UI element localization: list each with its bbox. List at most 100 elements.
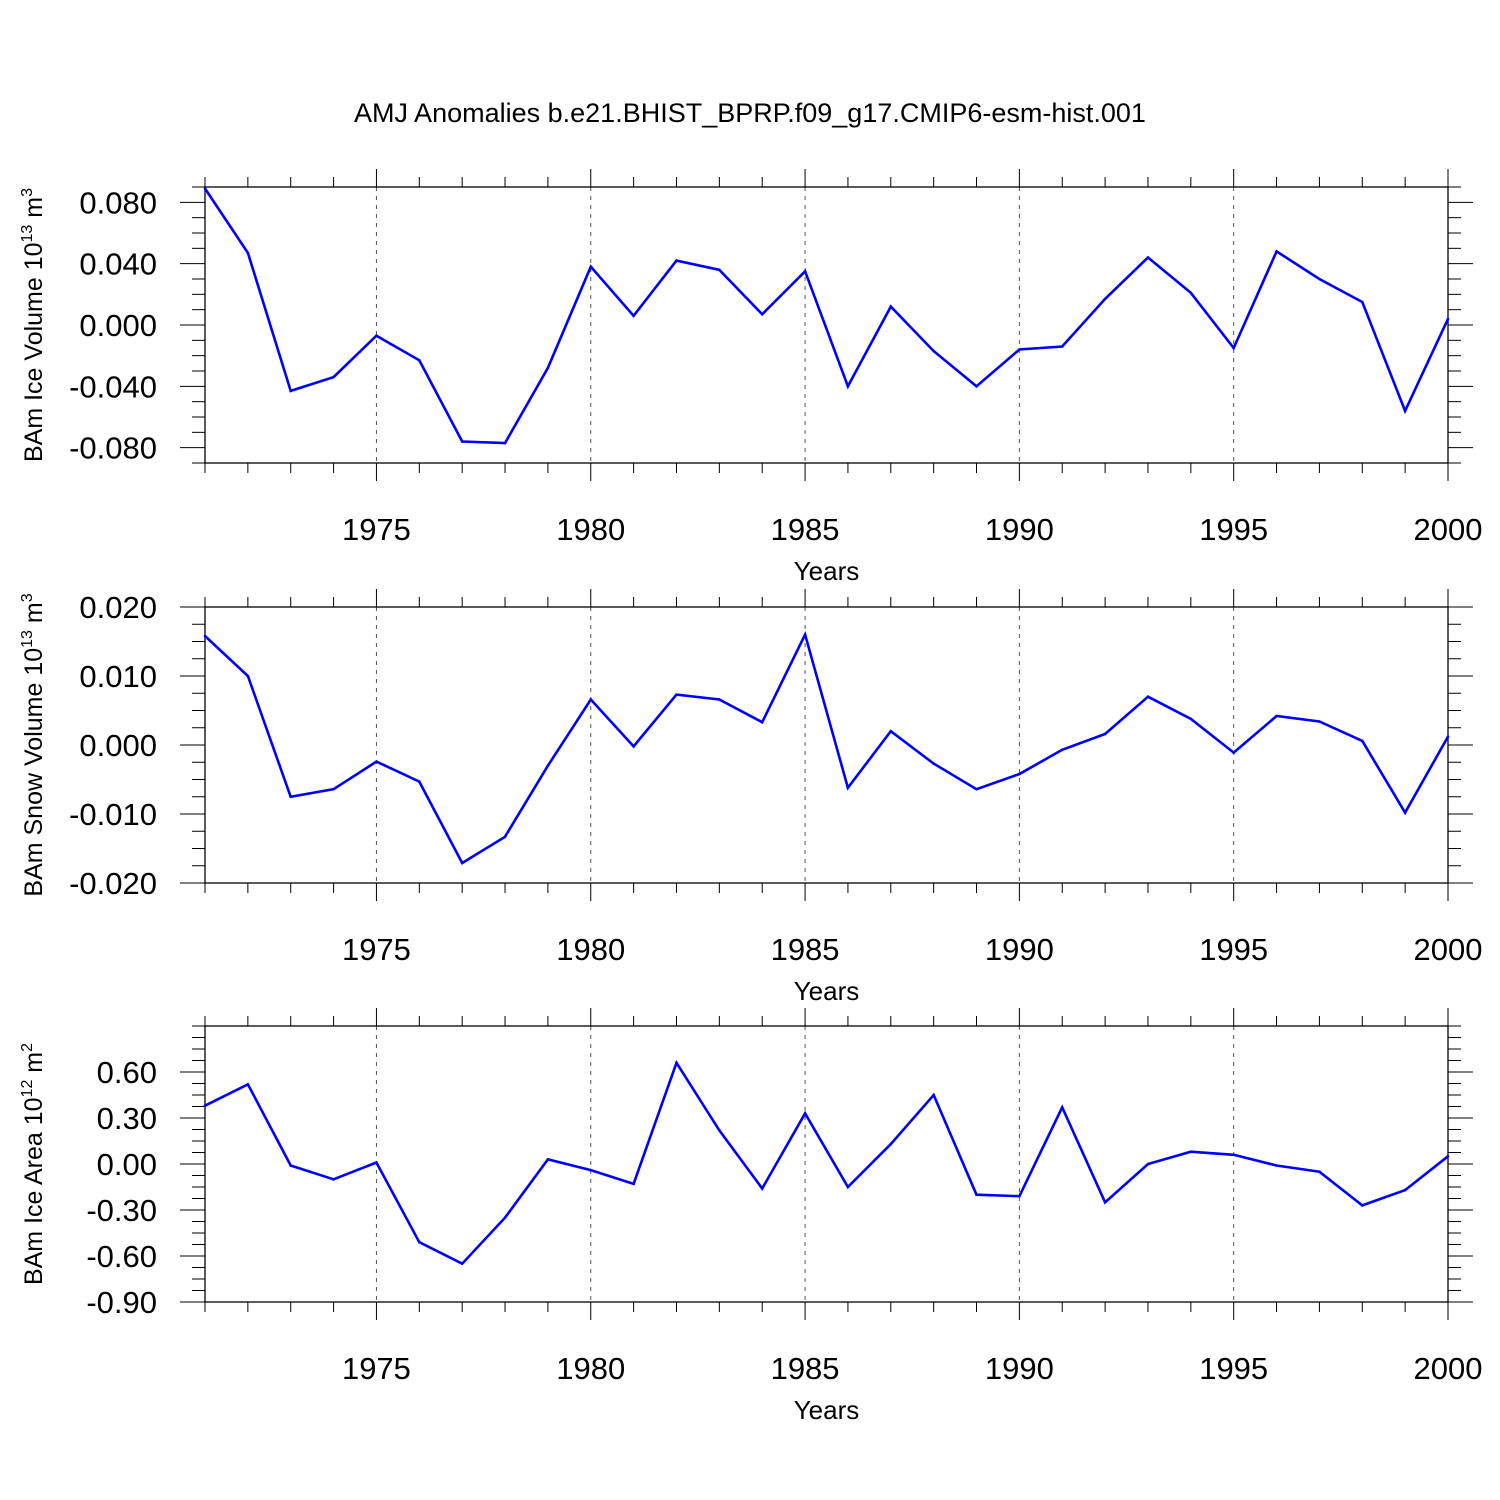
data-point <box>1103 1201 1107 1204</box>
plot-frame <box>204 1025 1449 1303</box>
data-point <box>332 1178 335 1181</box>
data-point <box>460 1262 464 1265</box>
data-point <box>1060 1105 1064 1109</box>
data-point <box>1146 695 1150 698</box>
data-point <box>503 835 507 839</box>
chart-panel-2: 1975 1980 1985 1990 1995 2000 Years -0.020 -0.01… <box>19 589 1482 1006</box>
x-tick-label: 1980 <box>556 512 625 547</box>
data-point <box>632 745 635 748</box>
x-tick-label: 1985 <box>771 512 840 547</box>
data-point <box>803 270 807 273</box>
data-point <box>975 385 978 388</box>
data-point <box>932 1093 935 1097</box>
data-point <box>503 1216 507 1219</box>
x-tick-label: 1980 <box>556 1351 625 1386</box>
data-point <box>332 375 335 379</box>
data-point <box>246 674 250 678</box>
data-point <box>1403 811 1407 814</box>
data-point <box>1446 1155 1450 1158</box>
data-point <box>289 795 293 799</box>
y-axis-label-part: m <box>20 197 48 225</box>
data-point <box>375 334 378 338</box>
data-point <box>675 693 678 696</box>
y-axis-label-part: BAm Ice Volume 10 <box>20 242 48 462</box>
data-point <box>675 259 678 262</box>
data-point <box>1018 772 1021 776</box>
data-point <box>1232 1153 1235 1157</box>
data-point <box>803 1112 807 1115</box>
y-tick-label: -0.080 <box>69 431 157 466</box>
y-tick-label: 0.040 <box>79 247 157 282</box>
data-point <box>1189 1150 1193 1154</box>
data-point <box>375 1161 378 1164</box>
data-point <box>632 1182 635 1186</box>
data-point <box>846 1185 850 1189</box>
y-tick-label: 0.60 <box>97 1055 157 1090</box>
data-point <box>718 1128 721 1132</box>
data-point <box>375 760 378 763</box>
data-point <box>889 1142 893 1146</box>
data-point <box>1446 735 1450 739</box>
y-tick-label: 0.30 <box>97 1101 157 1136</box>
data-point <box>1103 732 1107 736</box>
x-tick-label: 1990 <box>985 512 1054 547</box>
y-tick-label: -0.90 <box>86 1285 157 1320</box>
y-tick-label: -0.60 <box>86 1239 157 1274</box>
x-tick-label: 2000 <box>1414 1351 1483 1386</box>
chart-panel-3: 1975 1980 1985 1990 1995 2000 Years -0.90 -0.60 -… <box>19 1008 1482 1425</box>
data-point <box>1018 348 1021 351</box>
data-point <box>846 786 850 790</box>
x-tick-label: 1975 <box>342 1351 411 1386</box>
data-point <box>1103 297 1107 301</box>
data-point <box>460 861 464 865</box>
data-point <box>203 187 207 190</box>
x-tick-label: 1990 <box>985 932 1054 967</box>
data-point <box>760 312 764 316</box>
y-tick-label: 0.000 <box>79 728 157 763</box>
data-point <box>589 1168 593 1172</box>
x-tick-label: 1980 <box>556 932 625 967</box>
data-point <box>546 764 550 767</box>
x-tick-label: 1990 <box>985 1351 1054 1386</box>
data-point <box>1275 714 1278 718</box>
data-point <box>675 1061 678 1065</box>
x-axis-label: Years <box>794 976 860 1006</box>
data-point <box>289 1164 293 1167</box>
data-point <box>418 358 421 362</box>
data-point <box>203 1104 207 1108</box>
data-series-line <box>203 187 1450 445</box>
y-tick-label: 0.080 <box>79 185 157 220</box>
y-tick-label: -0.010 <box>69 797 157 832</box>
data-series-line <box>204 630 1450 865</box>
plot-frame <box>204 606 1449 884</box>
data-point <box>1146 256 1150 259</box>
data-point <box>975 787 978 791</box>
data-point <box>1318 277 1321 281</box>
plot-frame <box>204 186 1449 464</box>
y-tick-label: -0.020 <box>69 866 157 901</box>
data-point <box>1060 748 1064 752</box>
y-axis-label: BAm Ice Area 1012 m2 <box>19 1043 48 1285</box>
x-tick-label: 2000 <box>1414 932 1483 967</box>
x-tick-label: 1975 <box>342 512 411 547</box>
data-point <box>889 729 893 733</box>
data-point <box>632 314 635 318</box>
y-axis-label-part: 3 <box>19 593 36 602</box>
data-point <box>1275 1164 1278 1167</box>
chart-panel-1: 1975 1980 1985 1990 1995 2000 Years -0.080 -0.04… <box>19 169 1482 586</box>
data-point <box>1403 409 1407 413</box>
y-tick-label: -0.040 <box>69 369 157 404</box>
x-tick-label: 1985 <box>771 1351 840 1386</box>
data-point <box>932 762 935 765</box>
data-point <box>975 1193 978 1196</box>
y-axis-label-part: 13 <box>19 225 36 243</box>
data-point <box>1232 346 1235 350</box>
data-point <box>1146 1162 1150 1166</box>
data-point <box>418 780 421 783</box>
x-tick-label: 1995 <box>1199 512 1268 547</box>
data-point <box>1232 751 1235 754</box>
y-axis-label-part: m <box>20 602 48 630</box>
data-point <box>460 440 464 443</box>
y-tick-label: -0.30 <box>86 1193 157 1228</box>
y-axis-label-part: BAm Ice Area 10 <box>20 1097 48 1285</box>
